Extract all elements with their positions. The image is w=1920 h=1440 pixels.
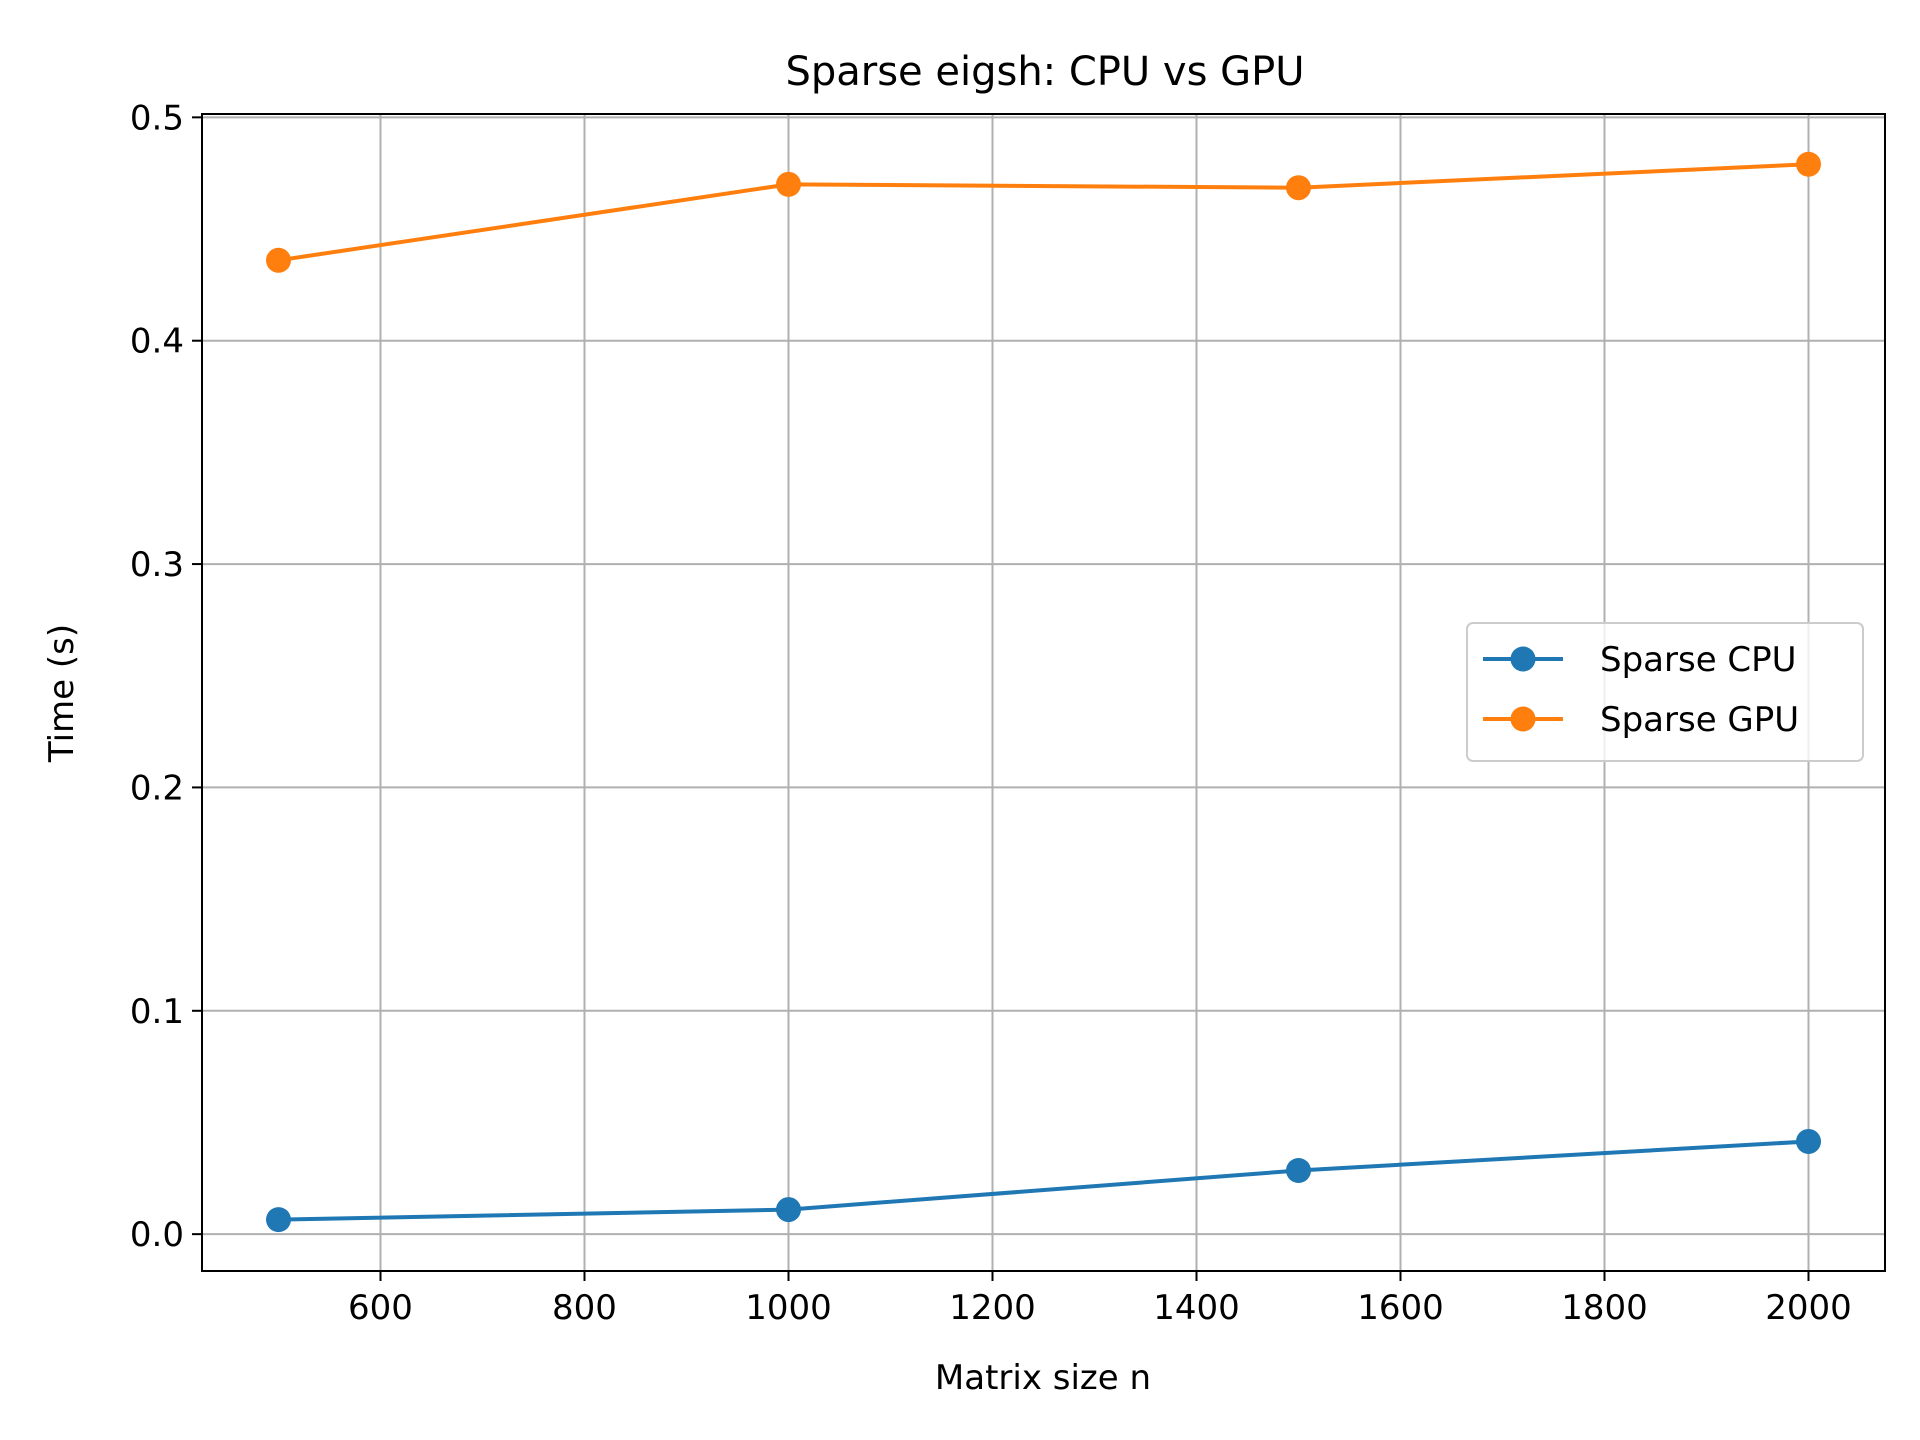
y-tick-label: 0.1 <box>130 992 184 1032</box>
data-point-sparse-cpu <box>776 1197 801 1223</box>
series-group <box>266 151 1821 1233</box>
legend-marker-sparse-gpu <box>1510 706 1536 732</box>
ticks: 600 800 1000 1200 1400 1600 1800 2000 0.0 0.1 0.2 0… <box>130 98 1852 1328</box>
data-point-sparse-gpu <box>1796 151 1821 177</box>
y-tick-label: 0.4 <box>130 322 184 362</box>
data-point-sparse-cpu <box>266 1207 291 1233</box>
x-tick-label: 600 <box>348 1288 413 1328</box>
series-line-sparse-gpu <box>278 162 1809 263</box>
x-tick-label: 1200 <box>949 1288 1036 1328</box>
legend: Sparse CPU Sparse GPU <box>1466 622 1864 762</box>
x-tick-label: 1600 <box>1357 1288 1444 1328</box>
y-tick-label: 0.0 <box>130 1215 184 1255</box>
plot-frame <box>201 113 1886 1272</box>
grid <box>202 114 1885 1271</box>
series-line-sparse-cpu <box>278 1139 1809 1222</box>
x-tick-label: 1000 <box>745 1288 832 1328</box>
x-tick-label: 800 <box>552 1288 617 1328</box>
data-point-sparse-gpu <box>776 171 801 197</box>
y-tick-label: 0.2 <box>130 768 184 808</box>
x-axis-label: Matrix size n <box>935 1358 1151 1398</box>
legend-label-sparse-cpu: Sparse CPU <box>1600 640 1797 680</box>
y-tick-label: 0.3 <box>130 545 184 585</box>
x-tick-label: 1800 <box>1561 1288 1648 1328</box>
y-tick-label: 0.5 <box>130 98 184 138</box>
legend-marker-sparse-cpu <box>1510 646 1536 672</box>
data-point-sparse-gpu <box>266 247 291 273</box>
data-point-sparse-cpu <box>1286 1157 1311 1183</box>
legend-label-sparse-gpu: Sparse GPU <box>1600 700 1799 740</box>
y-axis-label: Time (s) <box>42 624 82 763</box>
data-point-sparse-cpu <box>1796 1128 1821 1154</box>
data-point-sparse-gpu <box>1286 175 1311 201</box>
chart-title: Sparse eigsh: CPU vs GPU <box>785 49 1304 95</box>
x-tick-label: 1400 <box>1153 1288 1240 1328</box>
x-tick-label: 2000 <box>1765 1288 1852 1328</box>
legend-box <box>1466 622 1864 762</box>
